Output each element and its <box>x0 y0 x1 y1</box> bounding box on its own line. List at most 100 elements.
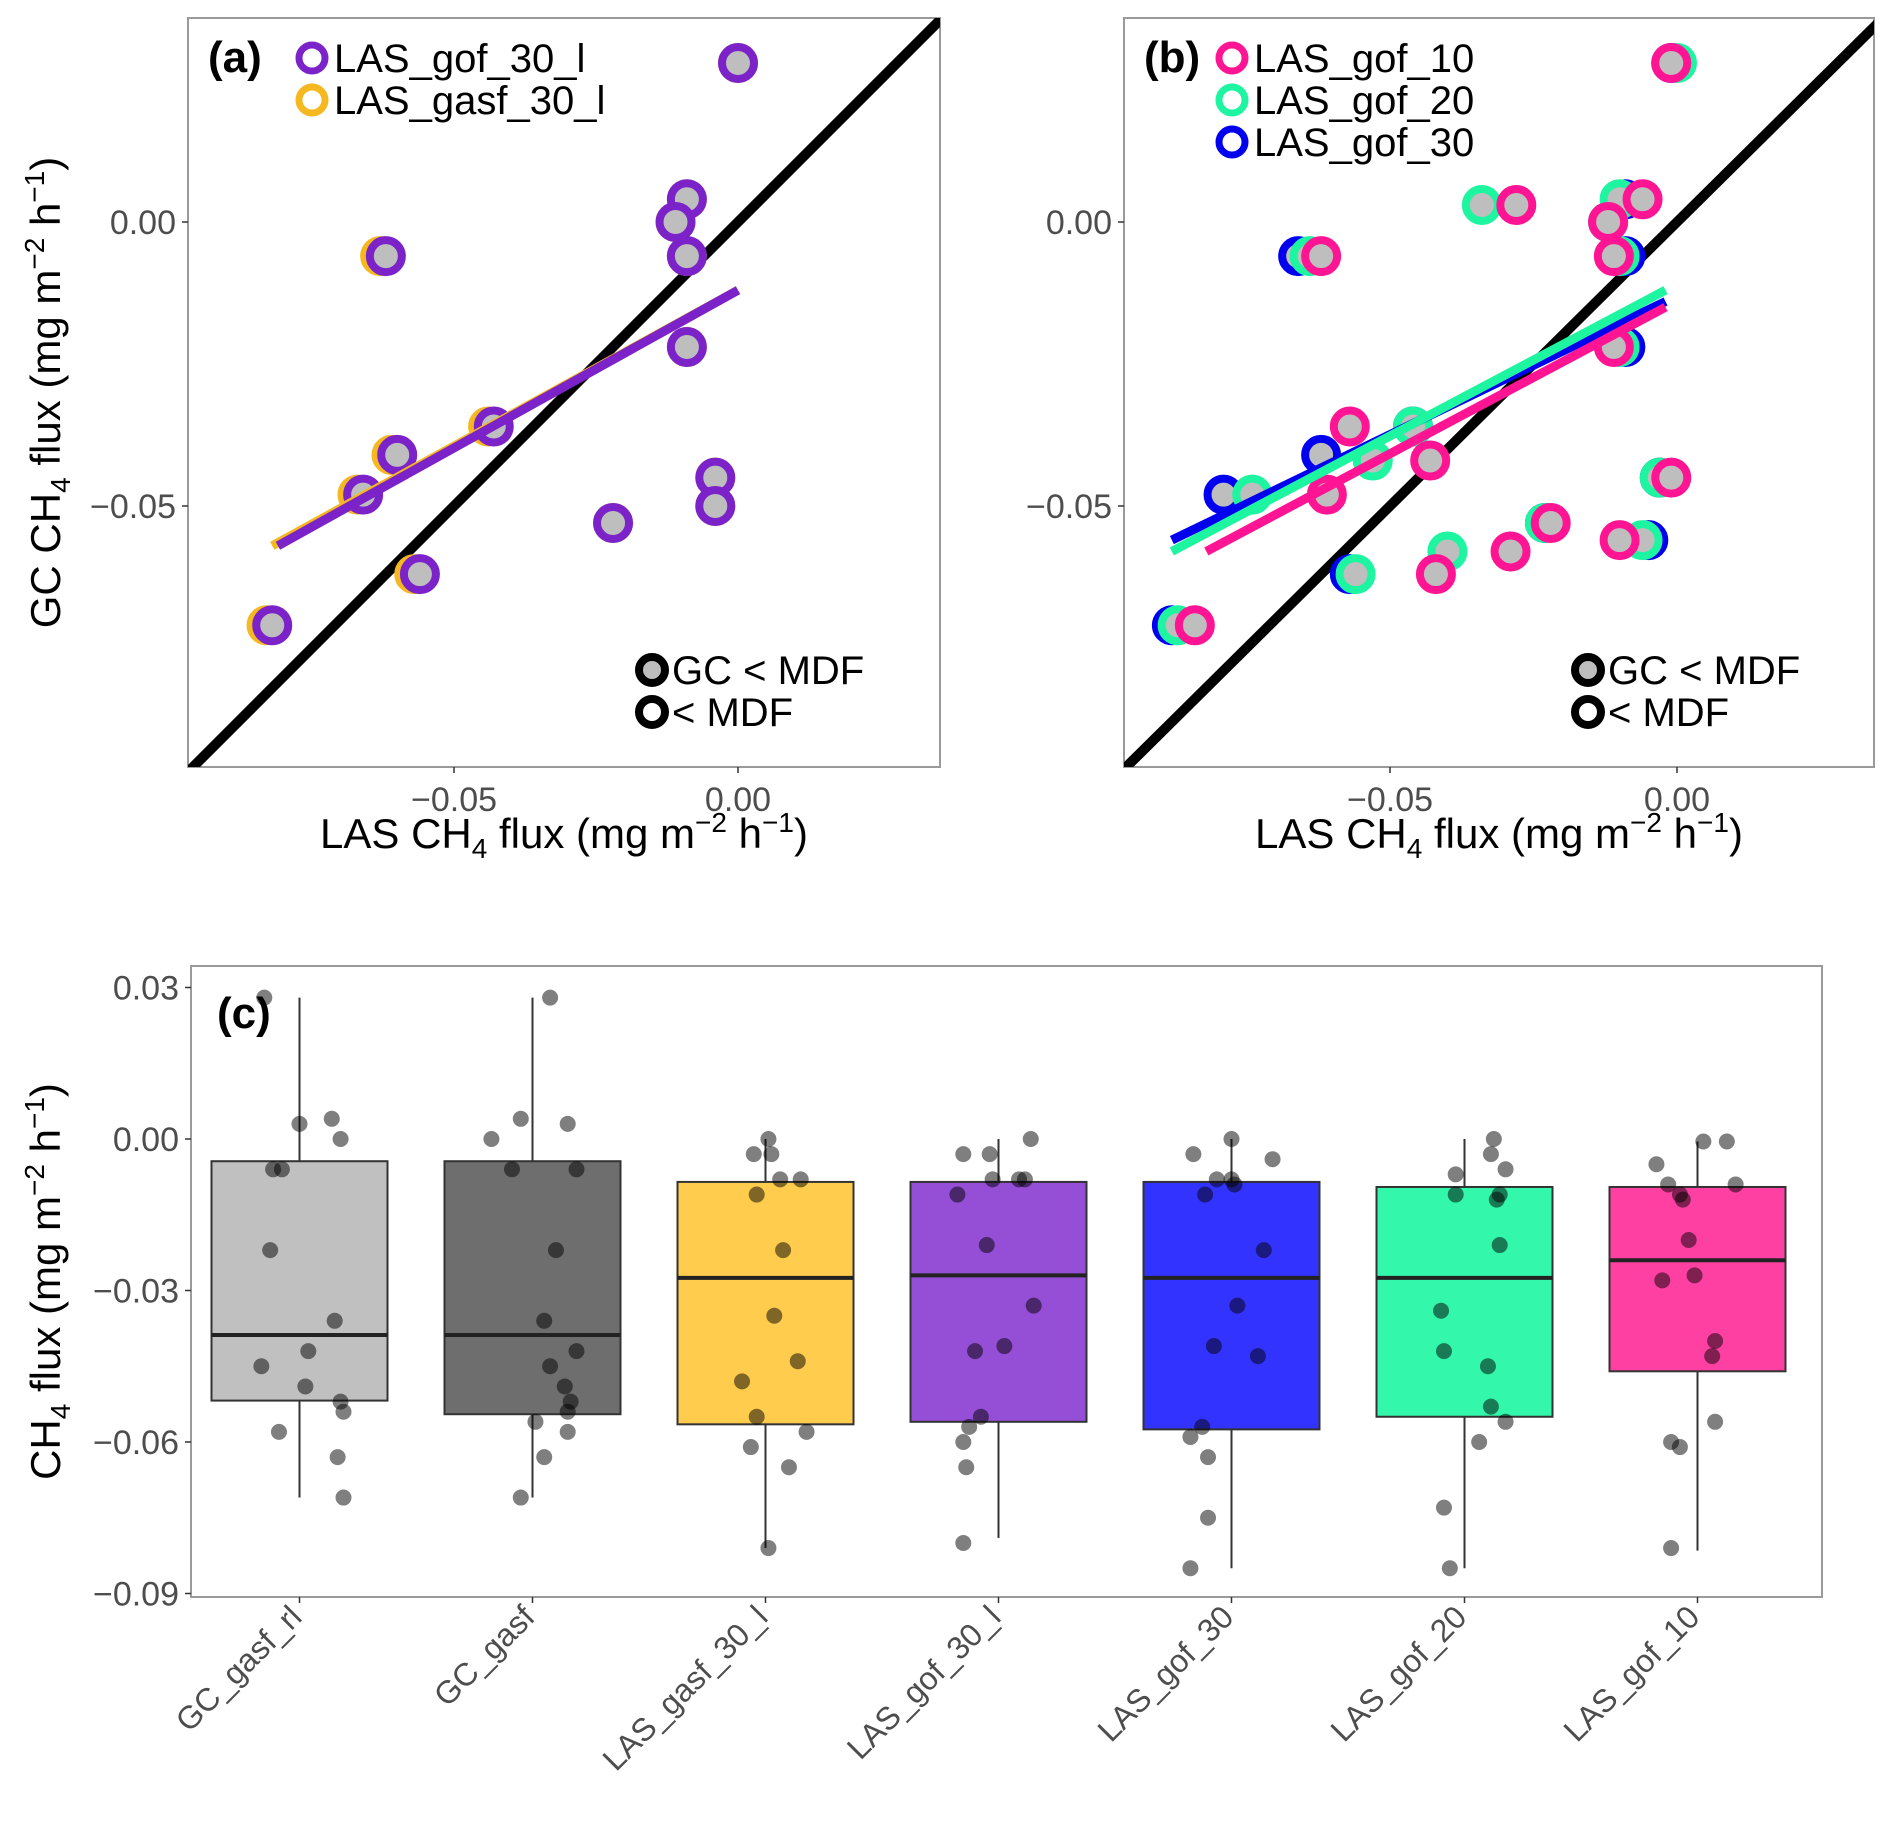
jitter-point <box>1482 1146 1499 1163</box>
data-point-LAS_gof_30_l <box>666 236 707 277</box>
jitter-point <box>1185 1146 1202 1163</box>
jitter-point <box>961 1418 978 1435</box>
category-label: LAS_gof_30 <box>1090 1598 1240 1748</box>
jitter-point <box>1482 1398 1499 1415</box>
jitter-point <box>291 1115 308 1132</box>
jitter-point <box>1707 1413 1724 1430</box>
box-GC_gasf_rl <box>210 989 389 1506</box>
legend-label: LAS_gof_30 <box>1254 121 1474 165</box>
jitter-point <box>270 1423 287 1440</box>
panel-label: (c) <box>217 989 271 1038</box>
jitter-point <box>329 1449 346 1466</box>
legend-label: LAS_gof_30_l <box>334 37 585 81</box>
jitter-point <box>483 1131 500 1147</box>
axis-title-part: flux (mg m <box>22 1196 69 1404</box>
category-label: LAS_gof_10 <box>1556 1598 1706 1748</box>
legend-marker-LAS_gof_20 <box>1215 83 1249 117</box>
axis-title-part: 4 <box>45 477 76 493</box>
legend-marker-gc-below-mdf <box>635 653 669 687</box>
jitter-point <box>1686 1267 1703 1284</box>
jitter-point <box>335 1489 352 1506</box>
box-LAS_gof_30_l <box>909 1131 1088 1551</box>
jitter-point <box>763 1146 780 1163</box>
jitter-point <box>1200 1449 1217 1466</box>
data-point-LAS_gof_20 <box>1461 184 1502 225</box>
jitter-point <box>253 1358 270 1375</box>
axis-title-part: 4 <box>45 1404 76 1420</box>
fit-line-LAS_gof_20 <box>1169 286 1668 556</box>
data-point-LAS_gof_10 <box>1651 42 1692 83</box>
data-point-LAS_gof_10 <box>1174 605 1215 646</box>
jitter-point <box>760 1540 777 1557</box>
axis-title-part: h <box>22 1129 69 1164</box>
data-point-LAS_gof_30_l <box>718 42 758 83</box>
axis-title-part: −2 <box>19 1164 50 1196</box>
jitter-point <box>1648 1156 1665 1173</box>
jitter-point <box>1208 1171 1225 1188</box>
x-axis-title: LAS CH4 flux (mg m−2 h−1) <box>1255 807 1743 864</box>
y-tick-label: −0.05 <box>1026 488 1112 526</box>
jitter-point <box>262 1242 279 1259</box>
box-iqr <box>909 1180 1088 1423</box>
jitter-point <box>1707 1333 1724 1349</box>
jitter-point <box>1695 1133 1712 1150</box>
jitter-point <box>798 1423 815 1440</box>
data-point-LAS_gof_10 <box>1651 457 1692 498</box>
jitter-point <box>1249 1348 1266 1365</box>
axis-title-part: h <box>727 810 762 857</box>
box-iqr <box>443 1160 622 1416</box>
jitter-point <box>568 1343 585 1360</box>
axis-title-part: LAS CH <box>320 810 472 857</box>
jitter-point <box>326 1312 343 1329</box>
jitter-point <box>1479 1358 1496 1375</box>
jitter-point <box>1016 1171 1033 1188</box>
jitter-point <box>1433 1302 1450 1319</box>
axis-title-part: −1 <box>762 807 794 838</box>
axis-title-part: −2 <box>19 238 50 270</box>
jitter-point <box>775 1242 792 1259</box>
y-tick-label: −0.03 <box>93 1273 179 1311</box>
jitter-point <box>297 1378 314 1395</box>
jitter-point <box>536 1312 553 1329</box>
jitter-point <box>1447 1166 1464 1183</box>
jitter-point <box>766 1307 783 1324</box>
jitter-point <box>734 1373 751 1390</box>
jitter-point <box>547 1242 564 1259</box>
jitter-point <box>1485 1131 1502 1147</box>
jitter-point <box>536 1449 553 1466</box>
category-label: GC_gasf <box>427 1598 542 1713</box>
y-axis-title: GC CH4 flux (mg m−2 h−1) <box>19 157 76 629</box>
axis-title-part: ) <box>1729 810 1743 857</box>
jitter-point <box>300 1343 317 1360</box>
legend-label: < MDF <box>672 691 793 735</box>
data-point-LAS_gof_30_l <box>655 202 696 242</box>
legend-label: GC < MDF <box>1608 649 1800 693</box>
category-label: LAS_gof_30_l <box>840 1598 1008 1766</box>
legend-marker-LAS_gof_30_l <box>295 41 329 75</box>
x-tick-label: 0.00 <box>1644 781 1710 819</box>
axis-title-part: −2 <box>1630 807 1662 838</box>
jitter-point <box>780 1459 797 1476</box>
jitter-point <box>1223 1131 1240 1147</box>
jitter-point <box>1197 1186 1214 1203</box>
jitter-point <box>981 1146 998 1163</box>
jitter-point <box>1671 1439 1688 1456</box>
axis-title-part: h <box>1662 810 1697 857</box>
jitter-point <box>273 1161 290 1178</box>
box-LAS_gasf_30_l <box>676 1131 855 1557</box>
y-tick-label: −0.06 <box>93 1424 179 1462</box>
jitter-point <box>542 1358 559 1375</box>
data-point-LAS_gof_30_l <box>365 236 406 277</box>
data-point-LAS_gof_10 <box>1530 503 1571 544</box>
jitter-point <box>1660 1176 1677 1193</box>
jitter-point <box>568 1161 585 1178</box>
jitter-point <box>1182 1560 1199 1577</box>
data-point-LAS_gof_10 <box>1415 554 1456 595</box>
axis-title-part: 4 <box>1407 833 1423 864</box>
one-to-one-line <box>188 18 940 767</box>
jitter-point <box>512 1110 529 1127</box>
axis-title-part: 4 <box>472 833 488 864</box>
panel-label: (b) <box>1144 33 1200 82</box>
jitter-point <box>972 1408 989 1425</box>
